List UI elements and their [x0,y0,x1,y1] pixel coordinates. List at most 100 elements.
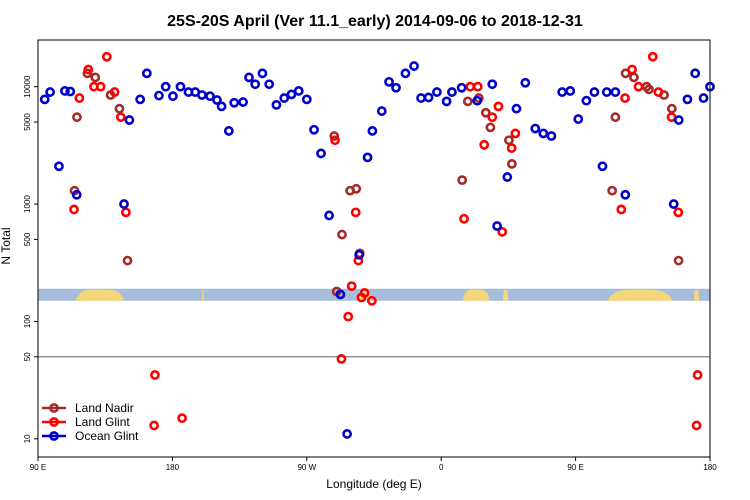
ocean-glint-point [354,249,365,260]
land-glint-point [115,112,126,123]
land-glint-point [330,135,340,146]
ocean-glint-point [301,94,312,105]
land-glint-point [673,207,684,218]
ocean-glint-point [119,199,129,209]
ocean-glint-point [135,94,146,105]
land-glint-point [627,64,637,75]
x-tick-label: 90 W [297,463,316,472]
land-glint-point [506,143,517,153]
land-glint-point [459,213,469,224]
ocean-glint-point [160,81,171,92]
ocean-glint-point [335,289,346,300]
land-nadir-point [462,96,473,107]
ocean-glint-point [423,92,434,103]
land-glint-point [692,370,703,380]
legend-label-land-glint: Land Glint [75,415,130,429]
ocean-glint-point [520,77,531,88]
land-nadir-point [457,175,468,186]
ocean-glint-point [342,429,353,439]
legend-marker-land-glint [49,417,59,427]
legend-label-ocean-glint: Ocean Glint [75,429,139,443]
chart-title: 25S-20S April (Ver 11.1_early) 2014-09-0… [167,13,583,30]
ocean-glint-point [487,79,498,90]
x-axis: 90 E 180 90 W 0 90 E 180 [30,457,717,472]
land-glint-point [497,226,508,237]
x-axis-label: Longitude (deg E) [326,477,421,491]
x-tick-label: 90 E [30,463,46,472]
ocean-glint-point [293,86,304,96]
land-glint-point [343,311,354,322]
land-nadir-point [72,112,82,123]
ocean-glint-point [141,68,152,79]
ocean-glint-point [54,161,64,172]
land-glint-point [366,295,377,306]
legend-marker-land-nadir [49,403,59,413]
y-tick-label: 1000 [23,195,32,213]
land-glint-point [647,51,658,62]
map-strip-land [75,289,125,301]
ocean-glint-point [309,124,319,135]
ocean-glint-point [668,199,679,209]
ocean-glint-point [216,101,227,112]
ocean-glint-point [431,87,442,97]
land-glint-point [109,87,120,97]
ocean-glint-point [324,210,335,221]
ocean-glint-point [565,86,576,96]
ocean-glint-point [65,86,76,97]
land-nadir-point [607,185,618,196]
y-axis: 10 50 100 500 1000 5000 10000 [23,75,38,443]
ocean-glint-point [45,87,55,97]
ocean-glint-point [59,86,70,96]
land-glint-point [150,370,160,380]
land-glint-point [350,207,361,218]
land-glint-point [510,128,521,139]
ocean-glint-point [682,94,693,105]
x-tick-label: 180 [703,463,717,472]
ocean-glint-point [229,97,240,108]
map-strip-ocean [38,288,710,301]
ocean-glint-point [456,82,467,93]
ocean-glint-point [223,126,234,136]
land-glint-point [177,413,187,424]
ocean-glint-point [610,87,621,97]
land-nadir-point [122,255,133,266]
land-nadir-point [480,107,491,118]
x-tick-label: 90 E [567,463,583,472]
land-nadir-point [351,183,362,194]
land-glint-point [493,101,504,112]
map-strip [38,288,710,301]
ocean-glint-point [573,114,584,124]
ocean-glint-point [597,161,608,172]
land-glint-point [691,420,702,431]
land-nadir-point [504,135,514,146]
ocean-glint-point [244,72,254,83]
ocean-glint-point [168,91,178,102]
land-glint-point [487,112,498,123]
land-nadir-point [329,131,340,141]
map-strip-land [607,289,673,301]
land-glint-point [653,87,664,97]
land-nadir-point [610,112,621,123]
ocean-glint-point [620,189,631,200]
land-nadir-point [666,103,677,114]
land-glint-point [620,93,630,103]
legend-label-land-nadir: Land Nadir [75,401,134,415]
ocean-glint-point [698,93,709,103]
land-nadir-point [644,84,654,95]
ocean-glint-point [264,79,275,90]
ocean-glint-point [250,79,261,90]
ocean-glint-point [673,115,684,125]
ocean-glint-point [601,87,612,97]
land-nadir-point [114,103,125,114]
y-tick-label: 10 [23,434,32,443]
legend-marker-ocean-glint [49,431,59,441]
ocean-glint-point [205,91,215,102]
ocean-glint-point [175,81,186,92]
ocean-glint-point [39,94,50,105]
ocean-glint-point [257,68,268,79]
y-tick-label: 500 [23,232,32,246]
ocean-glint-point [286,89,297,100]
ocean-glint-point [362,152,373,163]
